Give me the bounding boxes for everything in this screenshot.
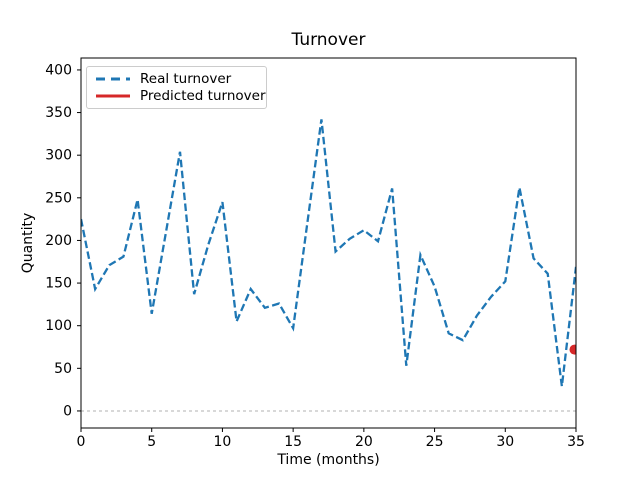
y-tick-label: 300 <box>45 148 72 164</box>
x-tick-label: 10 <box>214 434 232 450</box>
legend-item-predicted: Predicted turnover <box>95 88 266 105</box>
legend-item-real: Real turnover <box>95 71 258 88</box>
y-axis-label: Quantity <box>20 212 36 274</box>
y-tick-label: 400 <box>45 62 72 78</box>
plot-border <box>80 57 577 429</box>
x-axis-label: Time (months) <box>277 452 380 468</box>
chart-title: Turnover <box>291 30 366 50</box>
y-tick-label: 150 <box>45 276 72 292</box>
x-tick-label: 30 <box>496 434 514 450</box>
x-tick-label: 20 <box>355 434 373 450</box>
y-tick-label: 50 <box>54 361 72 377</box>
legend: Real turnover Predicted turnover <box>86 66 267 109</box>
x-tick-label: 25 <box>426 434 444 450</box>
y-tick-label: 350 <box>45 105 72 121</box>
x-tick-label: 0 <box>77 434 86 450</box>
x-tick-label: 5 <box>147 434 156 450</box>
y-tick-label: 0 <box>63 403 72 419</box>
y-tick-label: 200 <box>45 233 72 249</box>
predicted-turnover-point <box>569 344 576 355</box>
x-tick-label: 35 <box>567 434 585 450</box>
legend-label-predicted: Predicted turnover <box>140 87 266 104</box>
y-tick-label: 100 <box>45 318 72 334</box>
legend-label-real: Real turnover <box>140 71 232 88</box>
solid-line-icon <box>96 94 130 98</box>
x-tick-label: 15 <box>284 434 302 450</box>
dashed-line-icon <box>96 77 130 81</box>
real-turnover-line <box>81 119 576 387</box>
y-tick-label: 250 <box>45 190 72 206</box>
